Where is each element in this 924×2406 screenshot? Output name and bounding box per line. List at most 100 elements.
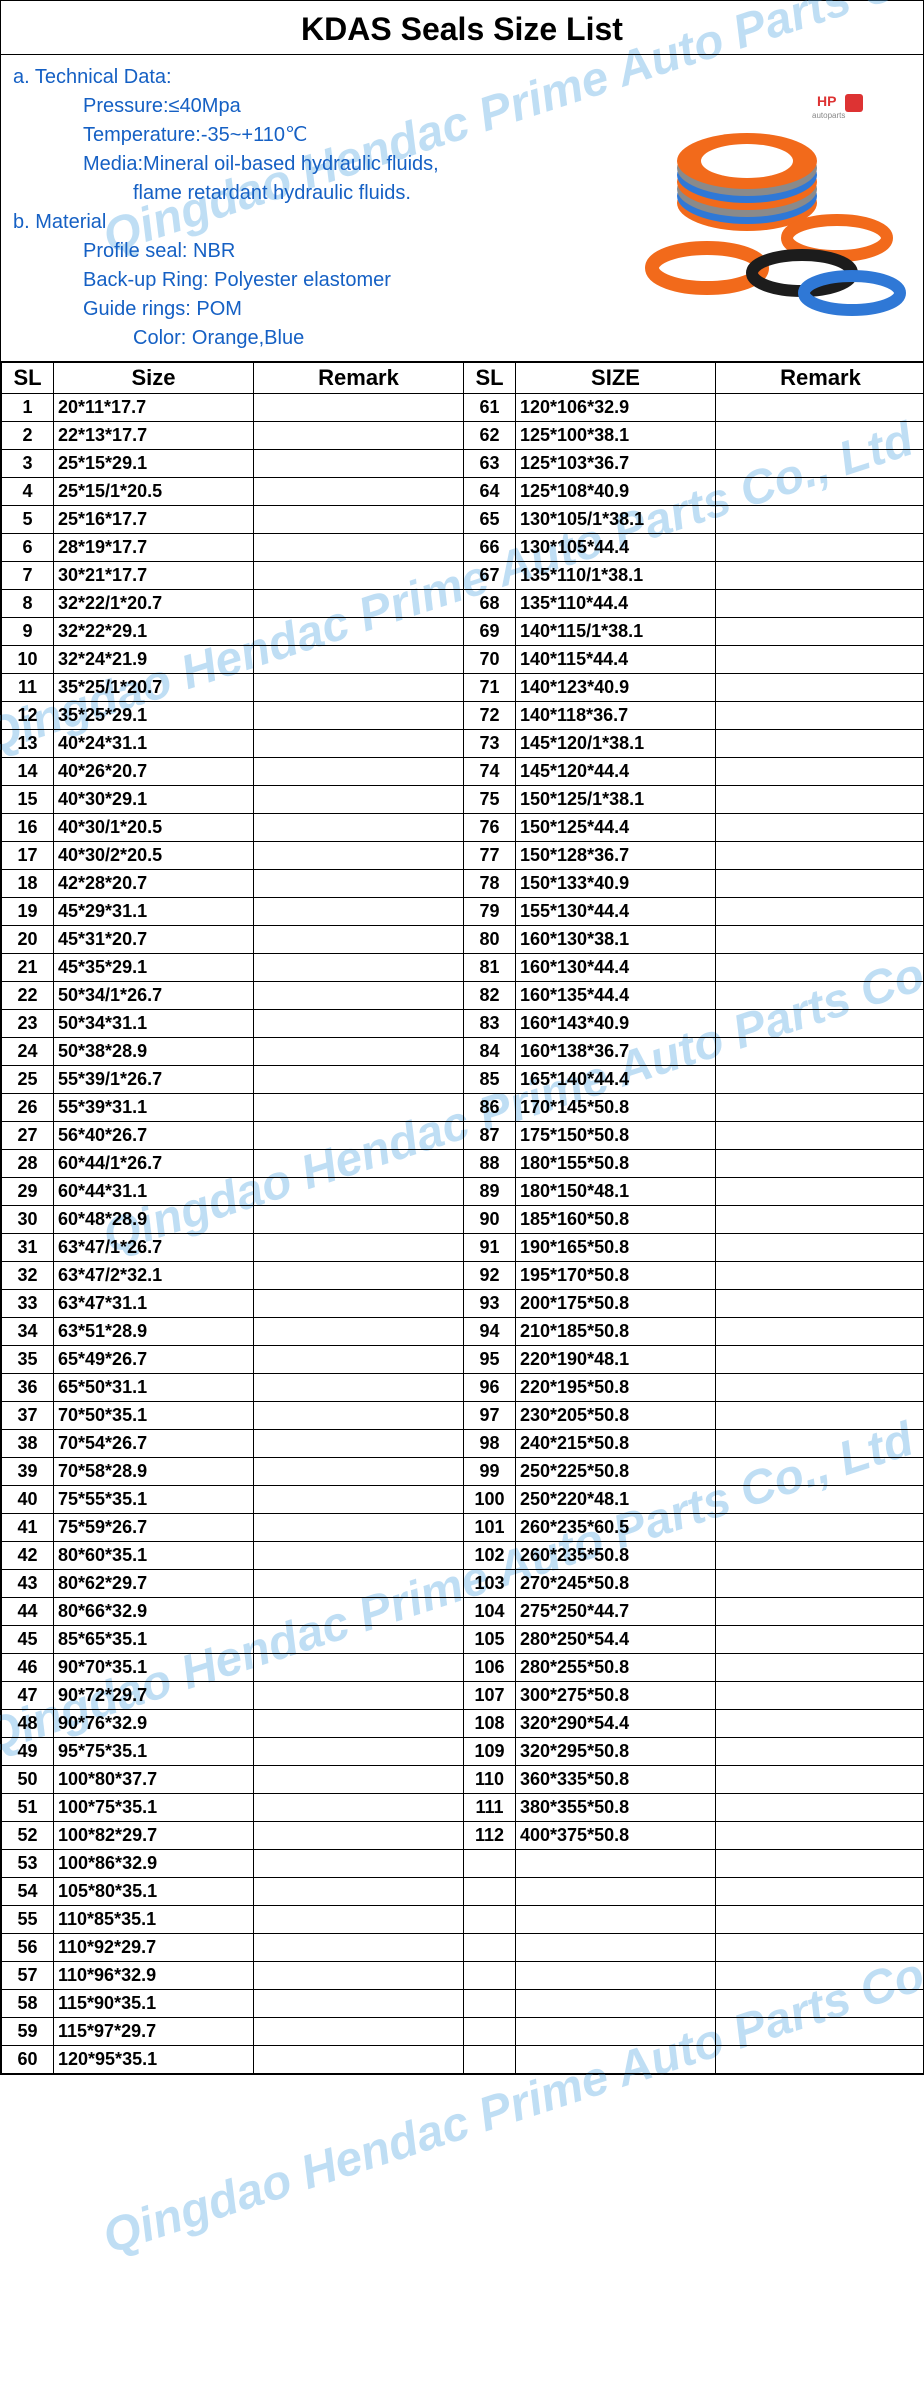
sl-cell: 45 <box>2 1626 54 1654</box>
sl-cell: 49 <box>2 1738 54 1766</box>
remark-cell <box>254 1010 464 1038</box>
table-row: 4585*65*35.1105280*250*54.4 <box>2 1626 924 1654</box>
size-cell: 45*29*31.1 <box>54 898 254 926</box>
header-remark-right: Remark <box>716 363 924 394</box>
remark-cell <box>254 1094 464 1122</box>
remark-cell <box>716 1374 924 1402</box>
remark-cell <box>716 450 924 478</box>
remark-cell <box>716 982 924 1010</box>
size-cell: 125*108*40.9 <box>516 478 716 506</box>
size-cell: 150*125*44.4 <box>516 814 716 842</box>
table-row: 4480*66*32.9104275*250*44.7 <box>2 1598 924 1626</box>
table-row: 3565*49*26.795220*190*48.1 <box>2 1346 924 1374</box>
size-cell: 65*50*31.1 <box>54 1374 254 1402</box>
size-cell: 40*30*29.1 <box>54 786 254 814</box>
table-row: 3463*51*28.994210*185*50.8 <box>2 1318 924 1346</box>
remark-cell <box>716 1878 924 1906</box>
remark-cell <box>254 1990 464 2018</box>
size-cell: 63*47*31.1 <box>54 1290 254 1318</box>
sl-cell: 32 <box>2 1262 54 1290</box>
size-cell: 200*175*50.8 <box>516 1290 716 1318</box>
sl-cell: 3 <box>2 450 54 478</box>
table-row: 2250*34/1*26.782160*135*44.4 <box>2 982 924 1010</box>
remark-cell <box>716 1794 924 1822</box>
size-cell: 160*135*44.4 <box>516 982 716 1010</box>
sl-cell: 105 <box>464 1626 516 1654</box>
size-cell: 110*92*29.7 <box>54 1934 254 1962</box>
size-cell: 300*275*50.8 <box>516 1682 716 1710</box>
table-row: 2756*40*26.787175*150*50.8 <box>2 1122 924 1150</box>
sl-cell: 17 <box>2 842 54 870</box>
sl-cell: 83 <box>464 1010 516 1038</box>
size-cell: 110*85*35.1 <box>54 1906 254 1934</box>
sl-cell: 97 <box>464 1402 516 1430</box>
sl-cell: 76 <box>464 814 516 842</box>
remark-cell <box>716 1486 924 1514</box>
size-cell: 165*140*44.4 <box>516 1066 716 1094</box>
sl-cell: 88 <box>464 1150 516 1178</box>
sl-cell: 48 <box>2 1710 54 1738</box>
sl-cell: 6 <box>2 534 54 562</box>
table-row: 4280*60*35.1102260*235*50.8 <box>2 1542 924 1570</box>
remark-cell <box>716 1962 924 1990</box>
sl-cell: 93 <box>464 1290 516 1318</box>
sl-cell: 18 <box>2 870 54 898</box>
table-row: 3060*48*28.990185*160*50.8 <box>2 1206 924 1234</box>
remark-cell <box>254 1066 464 1094</box>
size-cell: 160*130*38.1 <box>516 926 716 954</box>
remark-cell <box>254 1234 464 1262</box>
sl-cell: 65 <box>464 506 516 534</box>
sl-cell: 75 <box>464 786 516 814</box>
remark-cell <box>716 2046 924 2074</box>
remark-cell <box>716 590 924 618</box>
size-cell <box>516 2046 716 2074</box>
sl-cell: 5 <box>2 506 54 534</box>
remark-cell <box>716 1402 924 1430</box>
size-cell: 250*220*48.1 <box>516 1486 716 1514</box>
sl-cell: 27 <box>2 1122 54 1150</box>
sl-cell <box>464 1878 516 1906</box>
sl-cell: 67 <box>464 562 516 590</box>
sl-cell: 70 <box>464 646 516 674</box>
remark-cell <box>254 1290 464 1318</box>
size-cell: 380*355*50.8 <box>516 1794 716 1822</box>
table-row: 2555*39/1*26.785165*140*44.4 <box>2 1066 924 1094</box>
sl-cell: 39 <box>2 1458 54 1486</box>
size-cell: 140*118*36.7 <box>516 702 716 730</box>
table-row: 3970*58*28.999250*225*50.8 <box>2 1458 924 1486</box>
remark-cell <box>254 1038 464 1066</box>
sl-cell: 77 <box>464 842 516 870</box>
sl-cell: 51 <box>2 1794 54 1822</box>
remark-cell <box>254 590 464 618</box>
size-cell: 150*125/1*38.1 <box>516 786 716 814</box>
backup-ring-value: Back-up Ring: Polyester elastomer <box>13 266 621 295</box>
sl-cell: 59 <box>2 2018 54 2046</box>
remark-cell <box>716 898 924 926</box>
table-row: 2350*34*31.183160*143*40.9 <box>2 1010 924 1038</box>
size-cell: 80*60*35.1 <box>54 1542 254 1570</box>
remark-cell <box>716 1346 924 1374</box>
remark-cell <box>254 1430 464 1458</box>
size-cell: 170*145*50.8 <box>516 1094 716 1122</box>
size-cell: 160*143*40.9 <box>516 1010 716 1038</box>
sl-cell: 95 <box>464 1346 516 1374</box>
header-sl-left: SL <box>2 363 54 394</box>
size-cell: 140*123*40.9 <box>516 674 716 702</box>
size-cell: 260*235*50.8 <box>516 1542 716 1570</box>
size-cell: 160*130*44.4 <box>516 954 716 982</box>
remark-cell <box>254 1178 464 1206</box>
sl-cell <box>464 1934 516 1962</box>
remark-cell <box>716 1458 924 1486</box>
size-cell: 80*62*29.7 <box>54 1570 254 1598</box>
sl-cell: 10 <box>2 646 54 674</box>
size-cell: 50*38*28.9 <box>54 1038 254 1066</box>
header-block: a. Technical Data: Pressure:≤40Mpa Tempe… <box>1 55 923 362</box>
sl-cell: 50 <box>2 1766 54 1794</box>
sl-cell: 106 <box>464 1654 516 1682</box>
remark-cell <box>716 730 924 758</box>
remark-cell <box>716 1598 924 1626</box>
sl-cell: 12 <box>2 702 54 730</box>
remark-cell <box>254 1822 464 1850</box>
remark-cell <box>254 1738 464 1766</box>
remark-cell <box>716 1122 924 1150</box>
